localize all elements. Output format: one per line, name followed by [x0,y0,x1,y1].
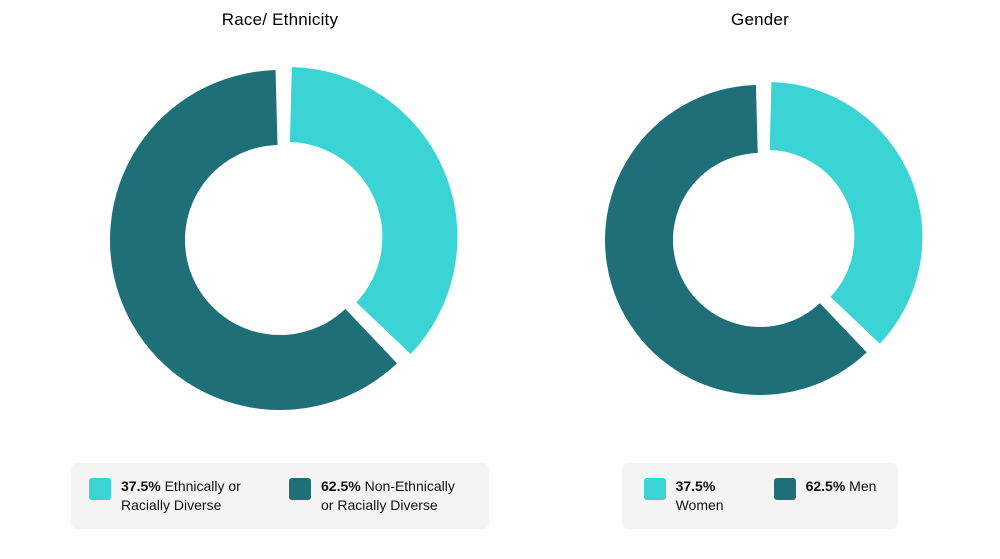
race-legend: 37.5% Ethnically or Racially Diverse 62.… [71,463,489,529]
gender-legend-label-women: 37.5% Women [676,477,756,515]
gender-legend-item-men: 62.5% Men [774,477,877,500]
race-legend-item-diverse: 37.5% Ethnically or Racially Diverse [89,477,271,515]
race-chart-title: Race/ Ethnicity [222,10,338,30]
race-donut-chart [100,60,460,420]
gender-donut-chart [595,75,925,405]
gender-legend-item-women: 37.5% Women [644,477,756,515]
swatch-icon [774,478,796,500]
charts-container: Race/ Ethnicity 37.5% Ethnically or Raci… [0,0,1000,559]
race-ethnicity-panel: Race/ Ethnicity 37.5% Ethnically or Raci… [60,10,500,529]
race-legend-item-nondiverse: 62.5% Non-Ethnically or Racially Diverse [289,477,471,515]
swatch-icon [644,478,666,500]
gender-chart-title: Gender [731,10,789,30]
race-legend-label-nondiverse: 62.5% Non-Ethnically or Racially Diverse [321,477,471,515]
gender-panel: Gender 37.5% Women 62.5% Men [580,10,940,529]
race-legend-label-diverse: 37.5% Ethnically or Racially Diverse [121,477,271,515]
gender-legend-label-men: 62.5% Men [806,477,877,496]
gender-legend: 37.5% Women 62.5% Men [622,463,899,529]
swatch-icon [289,478,311,500]
swatch-icon [89,478,111,500]
